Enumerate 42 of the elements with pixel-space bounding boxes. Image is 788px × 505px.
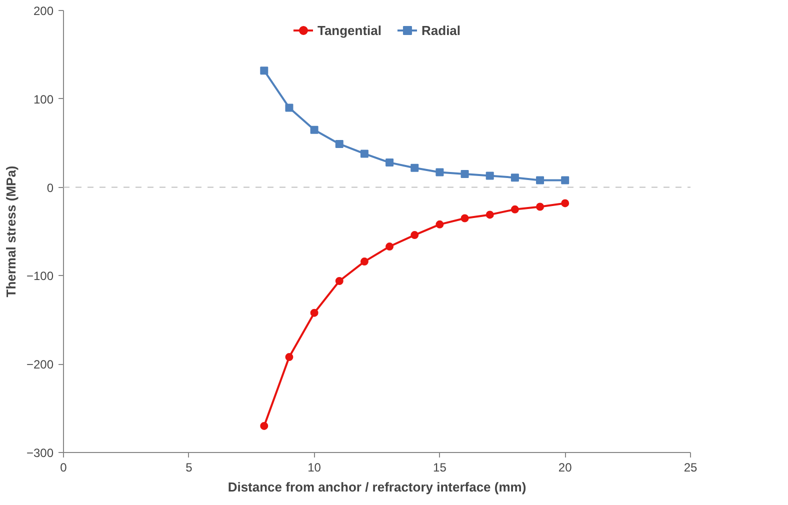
y-axis-title: Thermal stress (MPa) bbox=[3, 166, 18, 298]
point bbox=[386, 158, 394, 167]
y-tick-label: 0 bbox=[46, 180, 54, 195]
point bbox=[310, 126, 318, 134]
point bbox=[260, 66, 268, 75]
point bbox=[386, 242, 394, 251]
legend-label: Radial bbox=[422, 22, 461, 38]
legend-label: Tangential bbox=[317, 22, 382, 38]
y-tick-label: −100 bbox=[26, 269, 54, 284]
x-tick-label: 15 bbox=[433, 460, 447, 474]
x-axis-title: Distance from anchor / refractory interface (mm) bbox=[228, 480, 526, 494]
point bbox=[561, 176, 570, 184]
point bbox=[310, 308, 318, 317]
point bbox=[410, 231, 419, 240]
point bbox=[360, 258, 368, 266]
x-tick-label: 20 bbox=[558, 460, 572, 474]
y-tick-label: 100 bbox=[33, 92, 54, 106]
point bbox=[536, 176, 544, 184]
point bbox=[285, 104, 294, 112]
point bbox=[260, 422, 268, 430]
point bbox=[285, 353, 294, 362]
point bbox=[561, 199, 570, 208]
y-tick-label: −200 bbox=[26, 358, 54, 372]
point bbox=[335, 140, 344, 148]
y-tick-label: 200 bbox=[33, 4, 54, 18]
point bbox=[486, 172, 494, 180]
point bbox=[486, 210, 494, 219]
point bbox=[360, 150, 368, 158]
point bbox=[436, 168, 444, 176]
point bbox=[510, 174, 519, 182]
point bbox=[460, 170, 469, 178]
point bbox=[536, 202, 544, 211]
x-tick-label: 0 bbox=[60, 460, 68, 474]
x-tick-label: 25 bbox=[684, 460, 698, 474]
point bbox=[460, 214, 469, 222]
point bbox=[335, 277, 344, 285]
y-tick-label: −300 bbox=[26, 446, 54, 460]
x-tick-label: 10 bbox=[308, 460, 322, 474]
point bbox=[436, 220, 444, 228]
point bbox=[410, 164, 419, 172]
point bbox=[510, 205, 519, 214]
x-tick-label: 5 bbox=[186, 460, 193, 474]
